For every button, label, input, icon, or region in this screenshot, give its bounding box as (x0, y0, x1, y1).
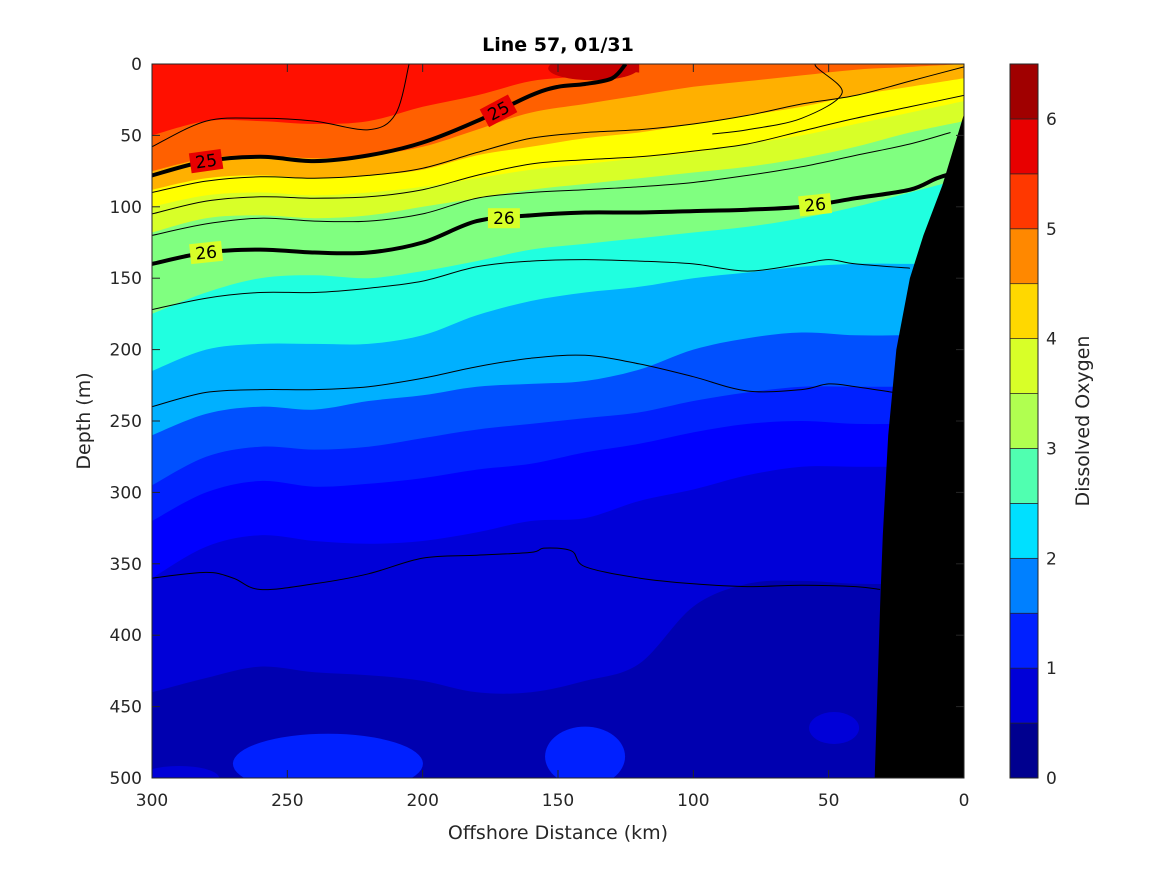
colorbar-label: Dissolved Oxygen (1072, 336, 1094, 507)
colorbar-swatch (1009, 667, 1039, 724)
density-contour (152, 354, 894, 408)
contour-label-gap (479, 94, 518, 128)
colorbar-swatch (1009, 63, 1039, 120)
density-contour (152, 259, 910, 311)
contour-label-gap (798, 193, 833, 217)
y-tick-label: 50 (120, 126, 142, 146)
contour-label-26: 26 (493, 209, 515, 229)
x-axis-label: Offshore Distance (km) (448, 822, 668, 844)
density-contour-26 (152, 167, 964, 266)
oxygen-low-patch (809, 712, 860, 745)
colorbar-swatch (1009, 283, 1039, 339)
colorbar-tick-label: 6 (1046, 110, 1057, 130)
x-tick-label: 0 (959, 791, 970, 811)
colorbar-swatch (1009, 503, 1039, 559)
contour-label-group: 26 (487, 208, 520, 229)
density-contour (152, 66, 964, 193)
colorbar-tick-label: 3 (1046, 439, 1057, 459)
colorbar-tick-label: 4 (1046, 330, 1057, 350)
oxygen-bottom-patch (232, 733, 423, 778)
y-tick-label: 500 (110, 769, 142, 789)
y-tick-label: 200 (110, 341, 142, 361)
y-tick-label: 0 (131, 55, 142, 75)
colorbar-tick-label: 2 (1046, 549, 1057, 569)
x-tick-label: 50 (818, 791, 840, 811)
colorbar-frame (1009, 63, 1039, 779)
chart-title: Line 57, 01/31 (482, 34, 634, 56)
colorbar: 0 1 2 3 4 5 6 (1009, 63, 1057, 789)
y-axis-label: Depth (m) (73, 372, 95, 469)
y-tick-label: 300 (110, 483, 142, 503)
contour-label-gap (487, 208, 520, 229)
plot-area (152, 64, 964, 778)
colorbar-tick-label: 0 (1046, 769, 1057, 789)
oxygen-bottom-patch (580, 742, 617, 771)
contour-label-26: 26 (194, 242, 218, 264)
density-contour (152, 64, 410, 148)
contour-label-gap (188, 148, 224, 174)
x-tick-label: 300 (136, 791, 168, 811)
y-tick-label: 450 (110, 698, 142, 718)
oxygen-band-5.5 (152, 64, 964, 136)
y-tick-label: 100 (110, 198, 142, 218)
colorbar-swatch (1009, 448, 1039, 504)
oxygen-bands (152, 64, 964, 778)
colorbar-swatch (1009, 338, 1039, 394)
colorbar-swatch (1009, 173, 1039, 230)
colorbar-swatch (1009, 118, 1039, 175)
x-tick-label: 100 (677, 791, 709, 811)
y-tick-label: 150 (110, 269, 142, 289)
contour-label-group: 26 (189, 240, 224, 265)
x-tick-label: 250 (271, 791, 303, 811)
contour-label-group: 25 (188, 148, 224, 174)
y-tick-label: 350 (110, 555, 142, 575)
contour-label-group: 26 (798, 193, 833, 217)
colorbar-swatch (1009, 722, 1039, 779)
density-contour (152, 94, 964, 215)
contour-label-26: 26 (803, 195, 827, 217)
colorbar-swatch (1009, 612, 1039, 669)
x-axis: 300 250 200 150 100 50 0 (136, 64, 970, 811)
density-contour (712, 64, 964, 135)
y-tick-label: 250 (110, 412, 142, 432)
density-contour (152, 132, 951, 236)
contour-label-gap (189, 240, 224, 265)
colorbar-tick-label: 1 (1046, 659, 1057, 679)
colorbar-swatch (1009, 228, 1039, 285)
x-tick-label: 150 (542, 791, 574, 811)
density-contours (152, 64, 964, 591)
density-contour-25 (152, 64, 628, 178)
x-tick-label: 200 (406, 791, 438, 811)
colorbar-tick-label: 5 (1046, 220, 1057, 240)
oxygen-bottom-patch (152, 766, 220, 778)
y-axis: 0 50 100 150 200 250 300 350 400 450 500 (110, 55, 964, 789)
bathymetry-seafloor (874, 113, 964, 778)
colorbar-swatch (1009, 557, 1039, 614)
colorbar-swatch (1009, 393, 1039, 449)
density-contour (152, 547, 881, 591)
y-tick-label: 400 (110, 626, 142, 646)
contour-label-25: 25 (194, 151, 218, 174)
